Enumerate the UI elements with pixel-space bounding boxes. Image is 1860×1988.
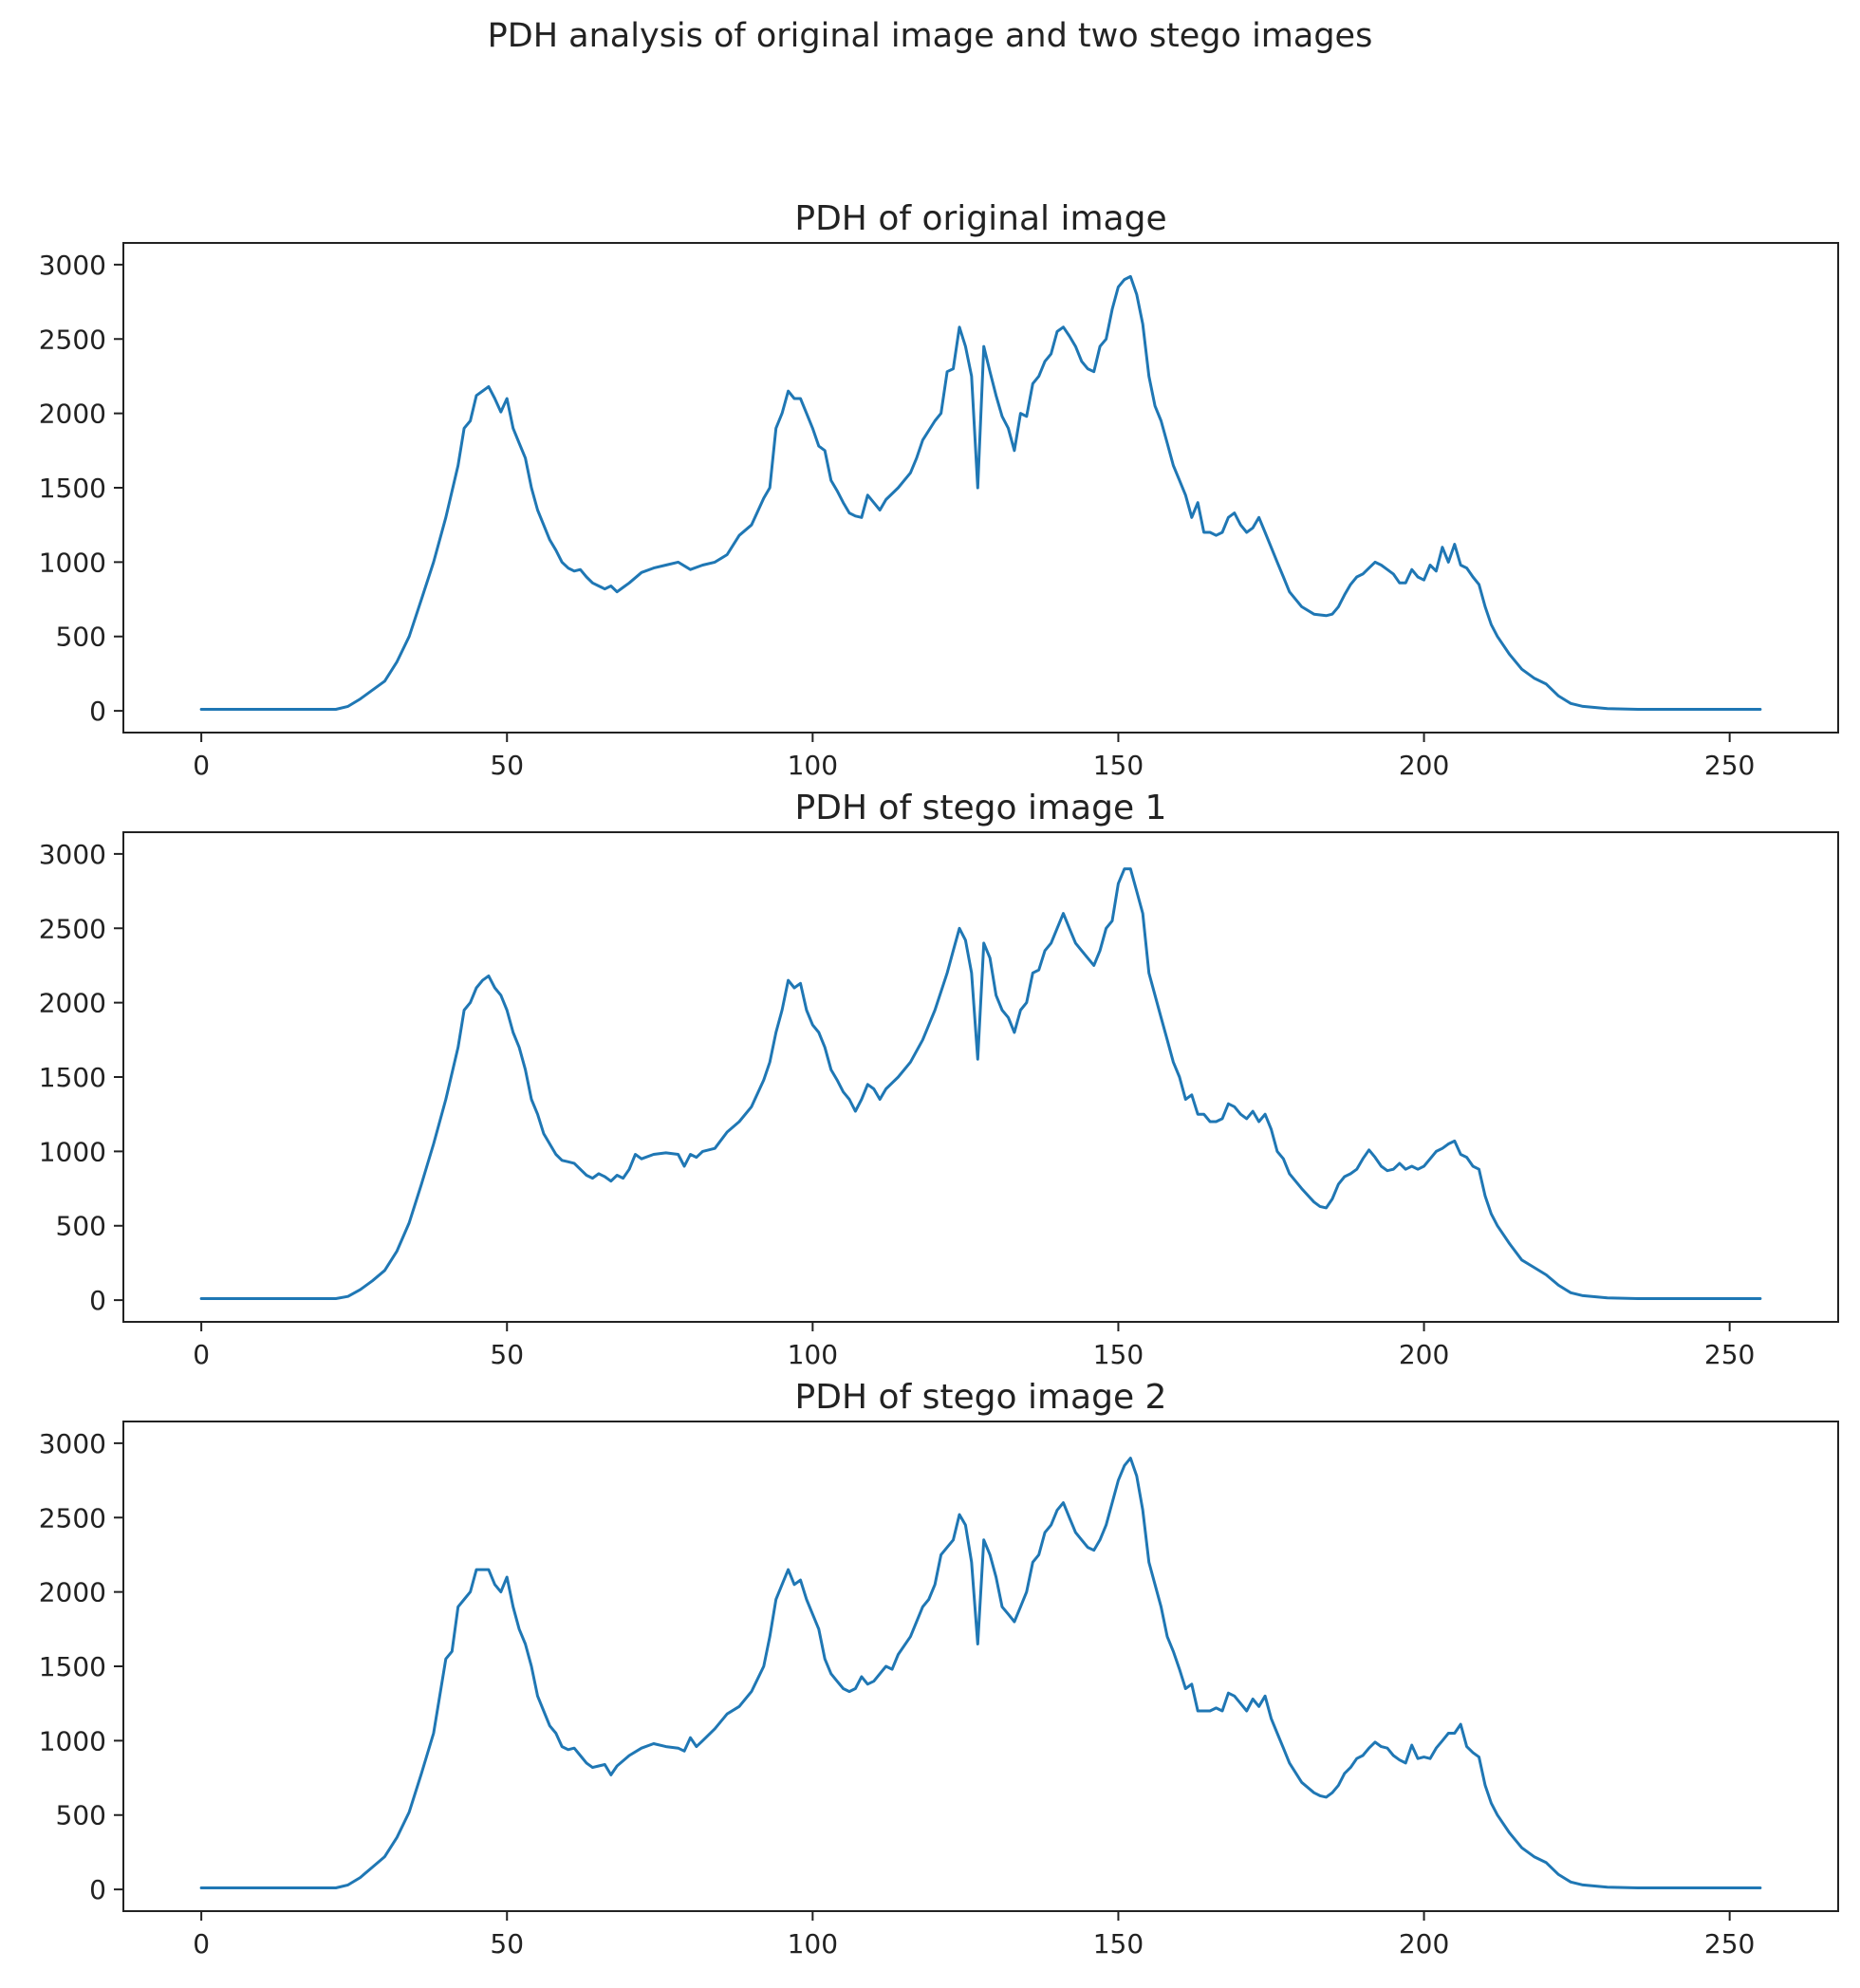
y-tick-label: 3000: [39, 1428, 106, 1459]
x-tick-label: 150: [1093, 1928, 1144, 1960]
x-tick-label: 150: [1093, 1339, 1144, 1370]
axes-frame: [122, 1421, 1839, 1912]
y-tick-label: 0: [89, 1874, 106, 1905]
y-tick-label: 2000: [39, 1577, 106, 1608]
y-tick-label: 0: [89, 1285, 106, 1316]
y-tick-label: 2500: [39, 913, 106, 944]
x-tick-label: 150: [1093, 750, 1144, 781]
x-tick-label: 200: [1399, 1928, 1449, 1960]
x-tick-label: 250: [1704, 750, 1755, 781]
x-tick-label: 200: [1399, 1339, 1449, 1370]
subplot-title: PDH of stego image 2: [795, 1378, 1167, 1417]
y-tick-label: 500: [56, 1800, 106, 1831]
subplot-title: PDH of stego image 1: [795, 789, 1167, 827]
series-line-original: [199, 274, 1762, 711]
figure-title: PDH analysis of original image and two s…: [487, 17, 1373, 55]
y-tick-label: 1500: [39, 473, 106, 504]
subplot-title: PDH of original image: [794, 199, 1166, 238]
subplot-2: PDH of stego image 10 50 100 150 200 25005001…: [39, 789, 1839, 1370]
y-tick-label: 2000: [39, 988, 106, 1019]
y-tick-label: 3000: [39, 250, 106, 281]
y-tick-label: 1000: [39, 547, 106, 578]
y-tick-label: 500: [56, 622, 106, 653]
y-tick-label: 2000: [39, 399, 106, 430]
y-tick-label: 1000: [39, 1136, 106, 1167]
y-tick-label: 2500: [39, 1502, 106, 1533]
x-tick-label: 0: [193, 1339, 210, 1370]
x-tick-label: 50: [490, 1928, 524, 1960]
x-tick-label: 250: [1704, 1339, 1755, 1370]
y-tick-label: 2500: [39, 324, 106, 355]
x-tick-label: 50: [490, 1339, 524, 1370]
x-tick-label: 0: [193, 1928, 210, 1960]
x-tick-label: 100: [788, 1339, 838, 1370]
axes-frame: [122, 831, 1839, 1323]
y-tick-label: 3000: [39, 839, 106, 870]
x-tick-label: 50: [490, 750, 524, 781]
x-tick-label: 200: [1399, 750, 1449, 781]
y-tick-label: 0: [89, 696, 106, 727]
subplot-3: PDH of stego image 20 50 100 150 200 25005001…: [39, 1378, 1839, 1960]
x-tick-label: 100: [788, 750, 838, 781]
y-tick-label: 1500: [39, 1651, 106, 1682]
x-tick-label: 0: [193, 750, 210, 781]
series-line-stego1: [199, 867, 1762, 1300]
axes-frame: [122, 242, 1839, 734]
series-line-stego2: [199, 1457, 1762, 1889]
y-tick-label: 1500: [39, 1062, 106, 1093]
y-tick-label: 500: [56, 1211, 106, 1242]
y-tick-label: 1000: [39, 1725, 106, 1756]
x-tick-label: 100: [788, 1928, 838, 1960]
x-tick-label: 250: [1704, 1928, 1755, 1960]
